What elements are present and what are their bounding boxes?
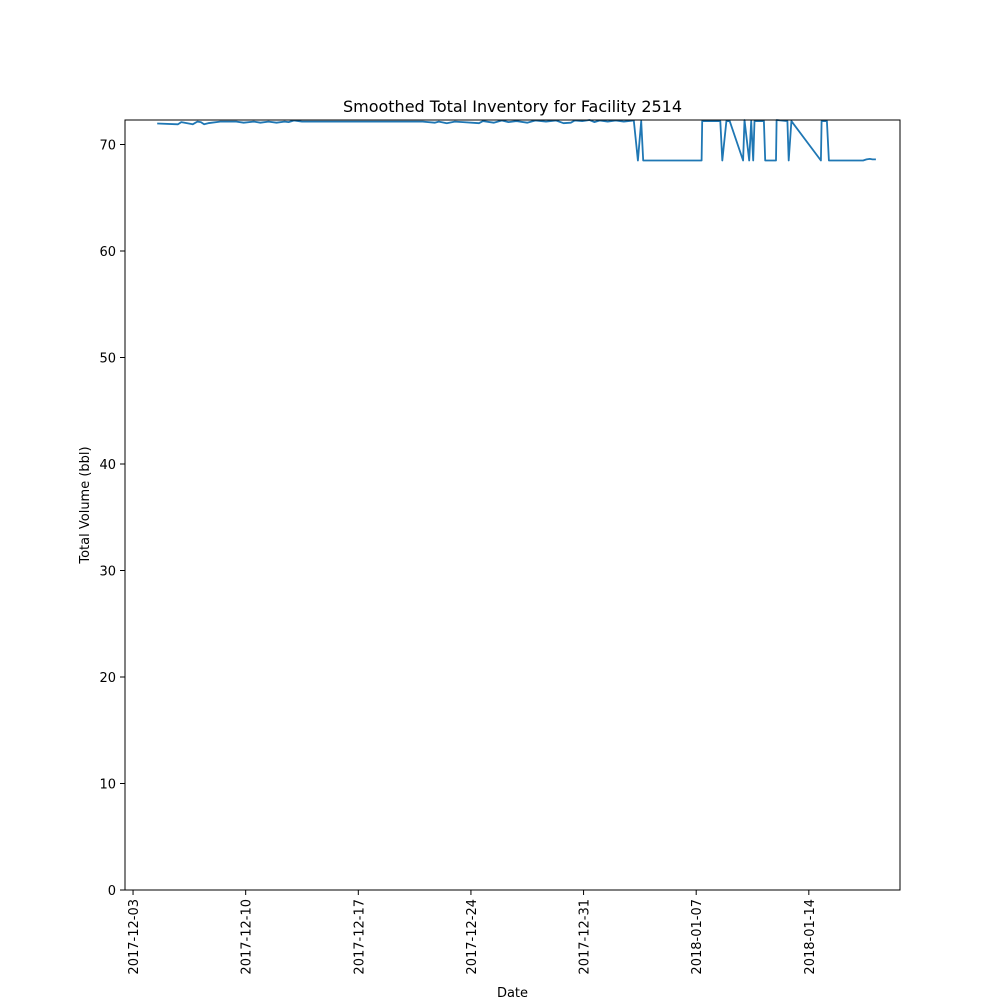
y-tick-label: 60 (99, 245, 116, 260)
y-tick-label: 70 (99, 138, 116, 153)
y-tick-label: 20 (99, 671, 116, 686)
x-tick-label: 2018-01-14 (803, 899, 818, 975)
y-axis-ticks: 0 10 20 30 40 50 60 70 (99, 138, 125, 899)
y-tick-label: 40 (99, 458, 116, 473)
chart-title: Smoothed Total Inventory for Facility 25… (343, 97, 682, 116)
x-axis-ticks: 2017-12-03 2017-12-10 2017-12-17 2017-12-24… (127, 890, 818, 975)
y-tick-label: 10 (99, 777, 116, 792)
y-tick-label: 0 (108, 884, 116, 899)
y-tick-label: 30 (99, 564, 116, 579)
y-tick-label: 50 (99, 351, 116, 366)
y-axis-label: Total Volume (bbl) (78, 446, 93, 564)
x-tick-label: 2017-12-24 (465, 899, 480, 975)
x-tick-label: 2017-12-17 (352, 899, 367, 975)
x-axis-label: Date (497, 986, 528, 1000)
x-tick-label: 2017-12-03 (127, 899, 142, 975)
x-tick-label: 2017-12-10 (240, 899, 255, 975)
x-tick-label: 2018-01-07 (690, 899, 705, 975)
plot-frame (124, 119, 901, 891)
x-tick-label: 2017-12-31 (578, 899, 593, 975)
